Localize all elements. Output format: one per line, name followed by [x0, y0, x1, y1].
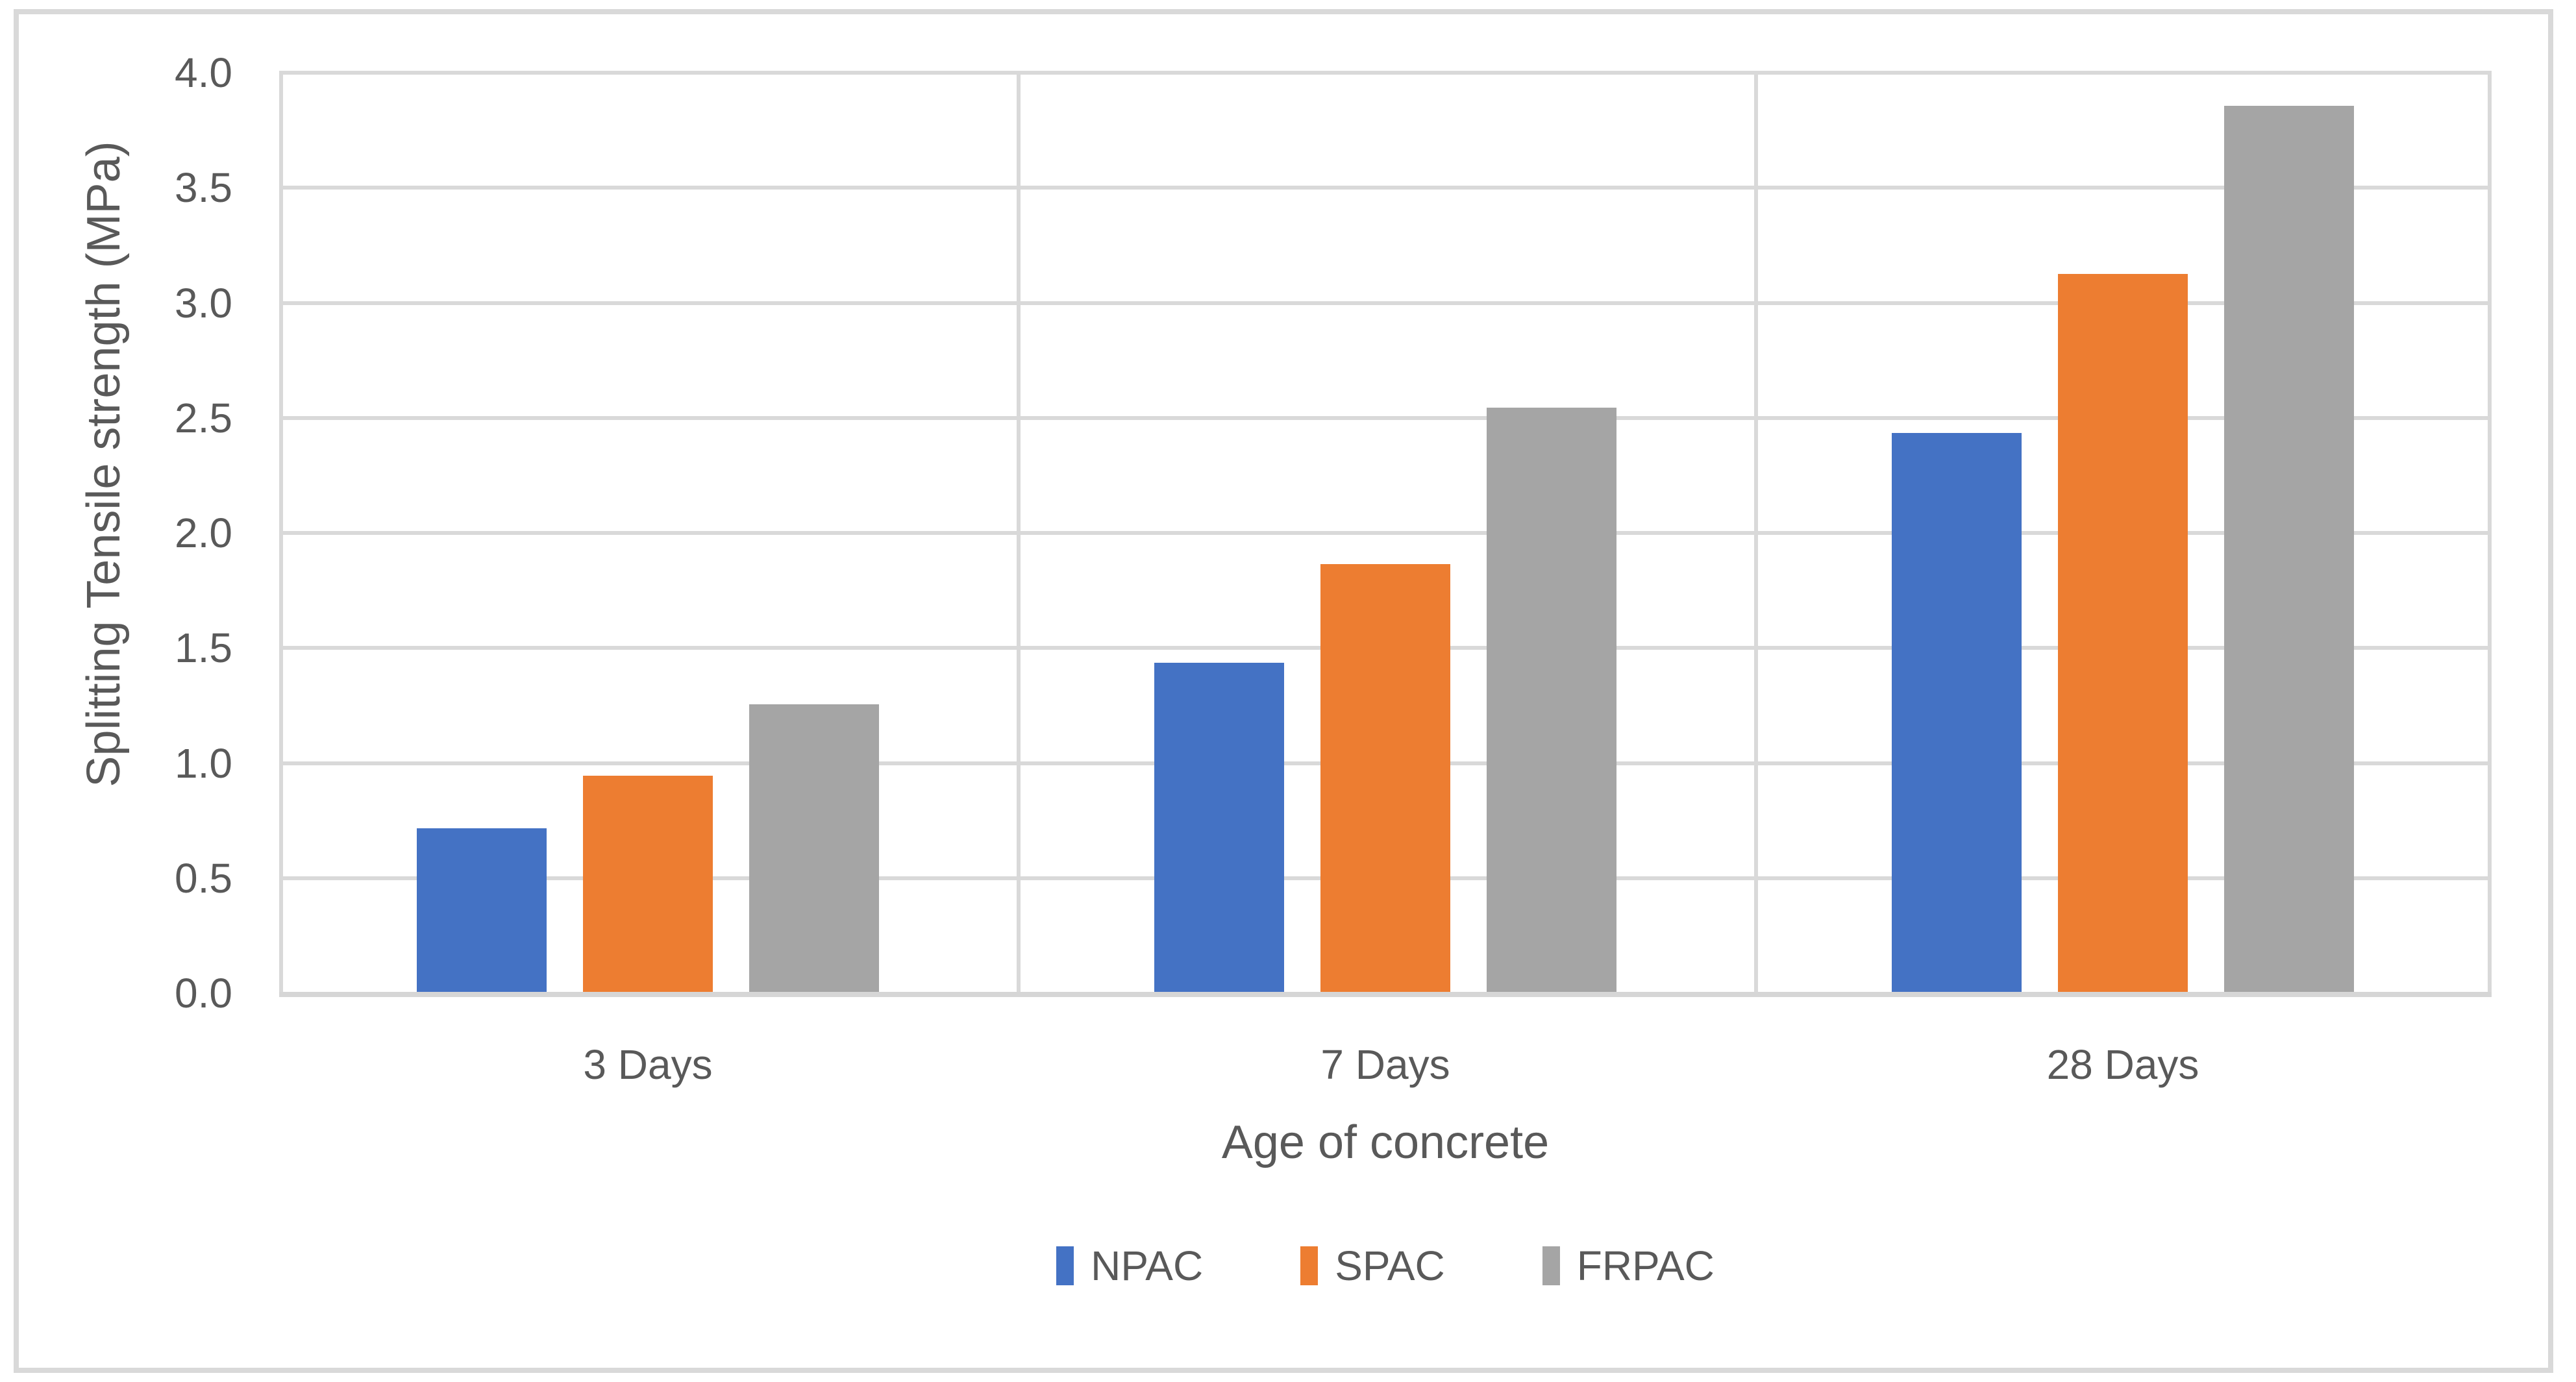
- gridline-horizontal: [279, 186, 2492, 190]
- legend-label-npac: NPAC: [1091, 1242, 1204, 1289]
- x-tick-label: 3 Days: [583, 1041, 713, 1088]
- bar-frpac-3-days: [749, 704, 879, 992]
- y-tick-label: 2.0: [175, 510, 232, 556]
- bar-frpac-28-days: [2224, 106, 2354, 992]
- x-axis-line: [279, 992, 2492, 997]
- y-tick-label: 3.5: [175, 164, 232, 212]
- y-tick-label: 1.5: [175, 624, 232, 672]
- bar-npac-28-days: [1892, 432, 2022, 992]
- gridline-horizontal: [279, 301, 2492, 305]
- bar-spac-7-days: [1320, 563, 1450, 992]
- legend-item-npac: NPAC: [1056, 1242, 1203, 1290]
- y-tick-label: 0.0: [175, 970, 232, 1017]
- plot-area: [279, 71, 2492, 993]
- gridline-horizontal: [279, 71, 2492, 75]
- bar-spac-3-days: [583, 775, 713, 992]
- legend-swatch-spac: [1300, 1246, 1319, 1285]
- x-tick-label: 28 Days: [2046, 1041, 2199, 1088]
- y-axis-title: Splitting Tensile strength (MPa): [78, 141, 130, 787]
- legend-item-spac: SPAC: [1300, 1242, 1445, 1290]
- legend-item-frpac: FRPAC: [1542, 1242, 1715, 1290]
- y-tick-label: 0.5: [175, 854, 232, 902]
- bar-spac-28-days: [2058, 273, 2188, 992]
- y-tick-label: 4.0: [175, 49, 232, 96]
- x-tick-label: 7 Days: [1320, 1041, 1450, 1088]
- legend: NPAC SPAC FRPAC: [279, 1220, 2492, 1311]
- bar-npac-3-days: [417, 828, 547, 992]
- gridline-horizontal: [279, 531, 2492, 535]
- legend-label-frpac: FRPAC: [1576, 1242, 1715, 1289]
- y-tick-label: 3.0: [175, 279, 232, 327]
- legend-swatch-npac: [1056, 1246, 1074, 1285]
- legend-label-spac: SPAC: [1335, 1242, 1445, 1289]
- bar-frpac-7-days: [1487, 407, 1616, 992]
- y-tick-label: 1.0: [175, 739, 232, 787]
- x-axis-title: Age of concrete: [1221, 1117, 1550, 1168]
- bar-npac-7-days: [1154, 663, 1284, 992]
- gridline-horizontal: [279, 415, 2492, 420]
- legend-swatch-frpac: [1542, 1246, 1560, 1285]
- y-tick-label: 2.5: [175, 394, 232, 441]
